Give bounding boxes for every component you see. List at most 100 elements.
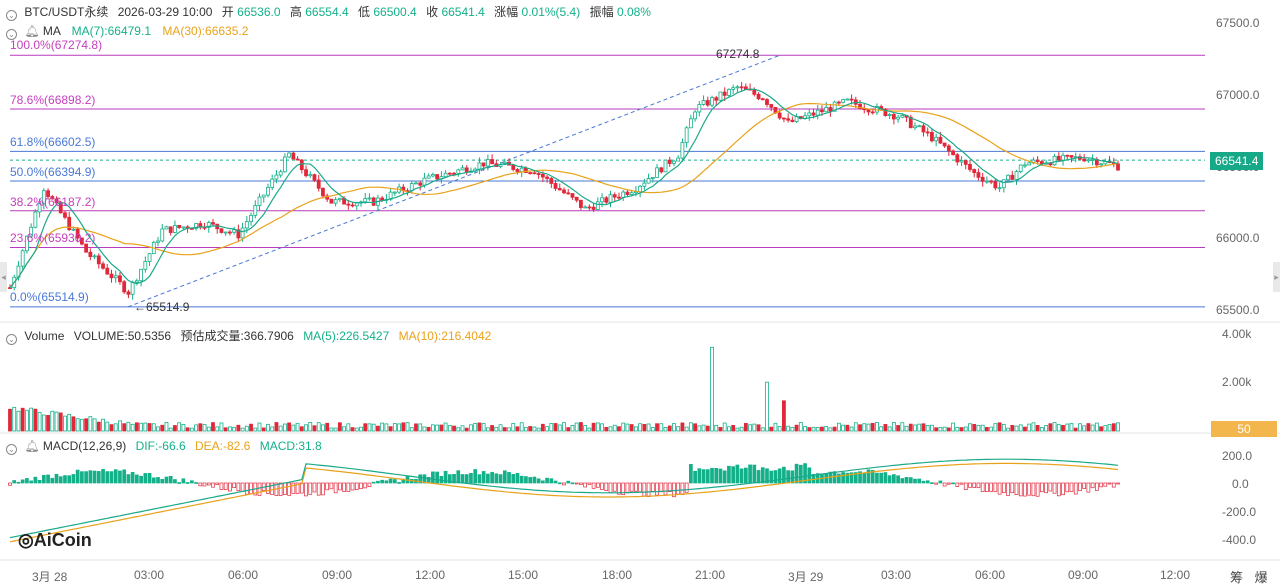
chip-tool-button[interactable]: 筹 bbox=[1230, 570, 1244, 585]
candle-body bbox=[896, 116, 900, 120]
volume-bar bbox=[481, 423, 486, 432]
candle-body bbox=[181, 226, 186, 229]
macd-bar bbox=[583, 482, 587, 488]
candle-body bbox=[92, 255, 97, 258]
candle-body bbox=[371, 197, 376, 206]
macd-dea: DEA:-82.6 bbox=[195, 439, 251, 453]
chevron-down-icon[interactable]: ⌄ bbox=[6, 10, 17, 21]
macd-bar bbox=[913, 478, 917, 484]
volume-bar bbox=[490, 425, 495, 432]
price-tick: 66000.0 bbox=[1216, 231, 1260, 245]
candle-body bbox=[870, 111, 875, 114]
volume-bar bbox=[376, 425, 380, 432]
candle-body bbox=[329, 198, 334, 204]
macd-bar bbox=[667, 482, 672, 492]
volume-bar bbox=[583, 425, 588, 432]
volume-bar bbox=[206, 426, 211, 432]
macd-bar bbox=[600, 482, 604, 490]
macd-bar bbox=[617, 482, 621, 495]
logo-text: AiCoin bbox=[33, 530, 92, 550]
candle-body bbox=[113, 275, 118, 279]
macd-bar bbox=[156, 477, 160, 484]
volume-bar bbox=[143, 422, 148, 432]
macd-bar bbox=[925, 480, 930, 484]
volume-bar bbox=[464, 427, 469, 432]
time-tick: 3月 29 bbox=[788, 570, 824, 584]
volume-bar bbox=[278, 425, 283, 432]
high-annotation: 67274.8 bbox=[716, 47, 760, 61]
candle-body bbox=[435, 174, 440, 180]
candle-body bbox=[934, 136, 939, 142]
macd-dif: DIF:-66.6 bbox=[135, 439, 186, 453]
volume-bar bbox=[600, 423, 604, 432]
macd-bar bbox=[452, 473, 456, 484]
candle-body bbox=[667, 159, 672, 164]
volume-label[interactable]: Volume bbox=[24, 329, 65, 343]
macd-bar bbox=[507, 472, 511, 484]
liquidation-tool-button[interactable]: 爆 bbox=[1254, 570, 1268, 585]
macd-bar bbox=[67, 475, 72, 484]
chevron-down-icon[interactable]: ⌄ bbox=[6, 334, 17, 345]
volume-bar bbox=[701, 424, 706, 432]
volume-bar bbox=[63, 415, 67, 432]
high-value: 66554.4 bbox=[305, 5, 349, 19]
time-tick: 21:00 bbox=[695, 568, 726, 582]
candle-body bbox=[697, 104, 702, 113]
fib-label-0: 0.0%(65514.9) bbox=[10, 290, 89, 304]
bell-icon[interactable]: 🔔︎ bbox=[24, 439, 40, 453]
volume-bar bbox=[540, 423, 545, 432]
volume-bar bbox=[646, 423, 651, 432]
macd-bar bbox=[579, 482, 583, 485]
volume-bar bbox=[257, 422, 262, 432]
low-label: 低 bbox=[357, 5, 370, 19]
bell-icon[interactable]: 🔔︎ bbox=[24, 24, 40, 38]
candle-body bbox=[236, 229, 241, 239]
macd-bar bbox=[1001, 482, 1006, 493]
candle-body bbox=[591, 206, 596, 210]
candle-body bbox=[228, 231, 232, 234]
header-bar: ⌄ BTC/USDT永续 2026-03-29 10:00 开 66536.0 … bbox=[6, 4, 651, 21]
macd-bar bbox=[684, 482, 689, 493]
candle-body bbox=[752, 89, 757, 95]
scroll-left-handle[interactable]: ◂ bbox=[0, 262, 7, 292]
symbol-label[interactable]: BTC/USDT永续 bbox=[24, 5, 109, 19]
macd-bar bbox=[189, 480, 194, 484]
macd-bar bbox=[557, 482, 562, 485]
macd-bar bbox=[1044, 482, 1048, 494]
macd-label[interactable]: MACD(12,26,9) bbox=[42, 439, 127, 453]
macd-bar bbox=[384, 480, 389, 484]
ma-label[interactable]: MA bbox=[42, 24, 61, 38]
macd-bar bbox=[646, 482, 651, 497]
volume-tick: 4.00k bbox=[1222, 327, 1252, 341]
volume-bar bbox=[934, 427, 939, 432]
candle-body bbox=[972, 169, 977, 173]
volume-bar bbox=[625, 423, 630, 432]
volume-bar bbox=[1090, 424, 1095, 432]
time-tick: 09:00 bbox=[1068, 568, 1099, 582]
macd-bar bbox=[185, 482, 190, 484]
macd-bar bbox=[240, 482, 245, 492]
macd-bar bbox=[718, 468, 723, 484]
volume-bar bbox=[219, 422, 224, 432]
macd-bar bbox=[663, 482, 668, 496]
macd-bar bbox=[883, 472, 888, 484]
chevron-down-icon[interactable]: ⌄ bbox=[6, 29, 17, 40]
candle-body bbox=[219, 228, 224, 233]
volume-bar bbox=[350, 427, 355, 432]
volume-bar bbox=[418, 423, 423, 432]
scroll-right-handle[interactable]: ▸ bbox=[1273, 262, 1280, 292]
macd-bar bbox=[773, 470, 778, 484]
candle-body bbox=[790, 119, 795, 122]
close-label: 收 bbox=[426, 5, 439, 19]
macd-bar bbox=[976, 482, 981, 489]
volume-bar bbox=[215, 426, 220, 432]
volume-bar bbox=[684, 426, 689, 432]
macd-bar bbox=[490, 471, 494, 484]
volume-bar bbox=[371, 423, 376, 432]
close-value: 66541.4 bbox=[441, 5, 485, 19]
chevron-down-icon[interactable]: ⌄ bbox=[6, 444, 17, 455]
macd-bar bbox=[20, 479, 25, 484]
macd-bar bbox=[946, 482, 951, 485]
volume-bar bbox=[794, 424, 799, 432]
